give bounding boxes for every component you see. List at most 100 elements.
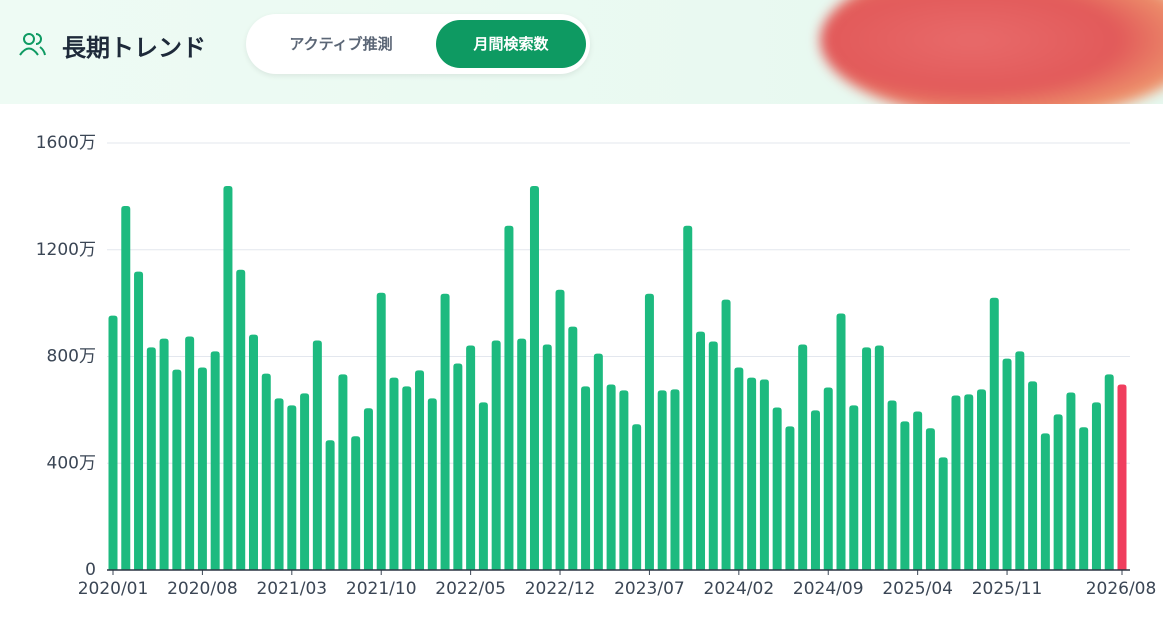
bar [389, 377, 399, 570]
bar [721, 299, 731, 570]
x-tick-label: 2022/12 [525, 579, 596, 599]
bar [670, 389, 680, 570]
bar [989, 297, 999, 570]
bar [874, 345, 884, 570]
bar [696, 331, 706, 570]
y-tick-label: 800万 [47, 347, 96, 367]
bar [593, 353, 603, 570]
y-tick-label: 1600万 [36, 133, 96, 153]
x-tick-label: 2020/08 [167, 579, 238, 599]
bar [172, 369, 182, 570]
tab-group: アクティブ推測 月間検索数 [246, 14, 590, 74]
bar [913, 411, 923, 570]
bar [376, 292, 386, 570]
bar [402, 386, 412, 570]
bar [798, 344, 808, 570]
decor-image [820, 0, 1163, 104]
bar [185, 336, 195, 570]
users-icon [19, 33, 46, 56]
bar [632, 424, 642, 570]
bar [325, 440, 335, 570]
bar [759, 379, 769, 570]
bar [708, 341, 718, 570]
bar [1104, 374, 1114, 570]
y-tick-label: 1200万 [36, 240, 96, 260]
bar [197, 367, 207, 570]
bar [977, 389, 987, 570]
bar [338, 374, 348, 570]
x-tick-label: 2023/07 [614, 579, 685, 599]
bar [529, 185, 539, 571]
bar [478, 402, 488, 570]
x-tick-label: 2024/09 [793, 579, 864, 599]
bar [568, 326, 578, 570]
bar [427, 398, 437, 570]
bar [287, 405, 297, 570]
tab[interactable]: 月間検索数 [436, 20, 586, 68]
bar [657, 390, 667, 570]
bar [1091, 402, 1101, 570]
x-tick-label: 2024/02 [704, 579, 775, 599]
title: 長期トレンド [62, 34, 206, 62]
bar [810, 410, 820, 570]
bar [644, 293, 654, 570]
bar [121, 205, 131, 571]
x-tick-label: 2025/11 [972, 579, 1043, 599]
bar [606, 384, 616, 570]
bar [261, 373, 271, 570]
bar [466, 345, 476, 570]
bar [300, 393, 310, 570]
tab[interactable]: アクティブ推測 [289, 35, 393, 53]
bar [887, 400, 897, 570]
bar [491, 340, 501, 570]
bar [581, 386, 591, 570]
bar [683, 225, 693, 570]
bar [772, 407, 782, 570]
bar [1079, 427, 1089, 570]
bar [223, 185, 233, 571]
bar [925, 428, 935, 570]
bar [734, 367, 744, 570]
x-tick-label: 2025/04 [882, 579, 953, 599]
x-tick-label: 2021/03 [256, 579, 327, 599]
y-tick-label: 0 [85, 560, 96, 580]
bar [517, 338, 527, 570]
bar [236, 269, 246, 570]
bar [504, 225, 514, 570]
bar [1040, 433, 1050, 570]
bar [159, 338, 169, 570]
y-tick-label: 400万 [47, 453, 96, 473]
bar [274, 398, 284, 570]
bar [862, 347, 872, 570]
bar [747, 377, 757, 570]
header: 長期トレンド アクティブ推測 月間検索数 [0, 0, 1163, 104]
bar [619, 390, 629, 570]
bar [440, 293, 450, 570]
bar [453, 363, 463, 570]
bar [823, 387, 833, 570]
x-tick-label: 2026/08 [1086, 579, 1157, 599]
bar [900, 421, 910, 570]
bar [785, 426, 795, 570]
bar [146, 347, 156, 570]
bar [951, 395, 961, 570]
bar [849, 405, 859, 570]
x-tick-label: 2021/10 [346, 579, 417, 599]
bar [555, 289, 565, 570]
bar [964, 394, 974, 570]
bar [363, 408, 373, 570]
bar [1066, 392, 1076, 570]
bar [542, 344, 552, 570]
bar [1015, 351, 1025, 570]
x-tick-label: 2022/05 [435, 579, 506, 599]
bar [248, 334, 258, 570]
x-tick-label: 2020/01 [78, 579, 149, 599]
bar [415, 370, 425, 570]
bar [351, 436, 361, 570]
bar [210, 351, 220, 570]
bar [836, 313, 846, 570]
bar [938, 457, 948, 570]
bar [1028, 381, 1038, 570]
